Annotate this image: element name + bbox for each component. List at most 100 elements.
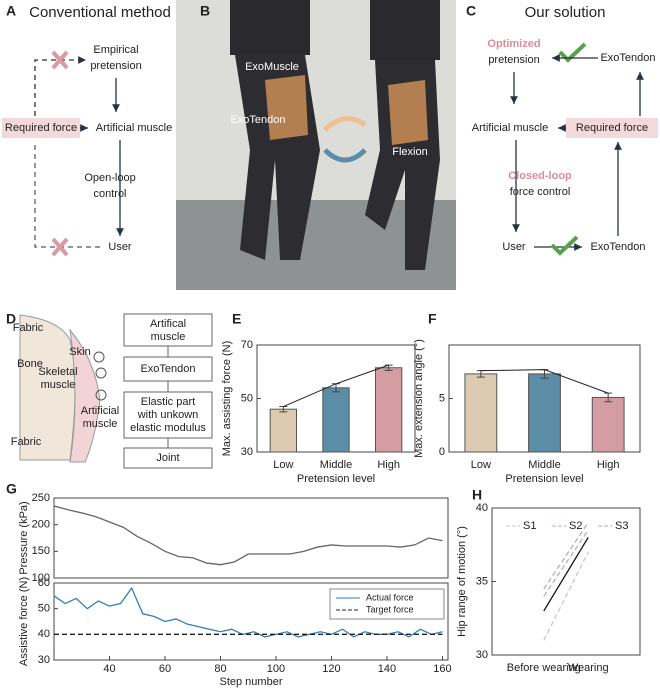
x-tick-label: 120 (322, 663, 340, 675)
y-tick-label: 40 (38, 628, 50, 640)
error-bar (384, 364, 393, 371)
node-label: Optimized (487, 38, 540, 50)
check (558, 42, 587, 63)
panel-letter: A (6, 3, 16, 19)
panel-letter: D (6, 311, 16, 327)
artificial-muscle (95, 389, 107, 401)
vest (230, 0, 310, 55)
panel-a: A Conventional method Empirical pretensi… (2, 3, 172, 257)
series-line (543, 537, 589, 612)
node-label: Artificial muscle (96, 122, 172, 134)
y-tick-label: 70 (241, 339, 253, 351)
y-tick-label: 100 (32, 572, 50, 584)
y-tick-label: 30 (38, 654, 50, 666)
axis-frame (53, 582, 449, 661)
box-label: Artifical (150, 318, 186, 330)
legend-box (329, 588, 445, 620)
series-line (543, 529, 589, 597)
x-tick-label: Low (471, 459, 491, 471)
label: Skeletal (38, 366, 77, 378)
highlight (566, 118, 658, 138)
x-tick-label: Low (273, 459, 293, 471)
panel-letter: F (428, 311, 437, 327)
label: Flexion (392, 146, 427, 158)
panel-d: D Fabric Bone Skin Skeletal muscle Artif… (6, 311, 213, 469)
label: muscle (83, 418, 118, 430)
y-axis-label: Assistive force (N) (18, 577, 30, 666)
trend-line (283, 364, 389, 407)
node-label: Empirical (93, 44, 138, 56)
node-label: Closed-loop (508, 170, 572, 182)
label: Bone (17, 358, 43, 370)
muscle (69, 328, 101, 463)
panel-letter: G (6, 481, 17, 497)
y-tick-label: 5 (439, 392, 445, 404)
dashed-link (34, 56, 86, 116)
y-axis-label: Max. extension angle (°) (413, 339, 425, 458)
x-axis-label: Step number (220, 676, 283, 688)
x-tick-label: Before wearing (507, 662, 581, 674)
x-tick-label: Middle (528, 459, 560, 471)
node-label: Artificial muscle (472, 122, 548, 134)
node-label: pretension (488, 54, 539, 66)
artificial-muscle (93, 351, 105, 363)
motion-arrow (323, 116, 367, 132)
cross (51, 50, 69, 70)
x-tick-label: Middle (320, 459, 352, 471)
motion-arrow (323, 148, 367, 163)
box-label: elastic modulus (130, 422, 206, 434)
bar (322, 387, 350, 453)
series-line (543, 551, 589, 641)
x-axis-label: Pretension level (505, 473, 583, 485)
node-label: control (93, 188, 126, 200)
vest (370, 0, 440, 60)
exomuscle (388, 80, 428, 145)
check (550, 235, 579, 256)
box-label: Elastic part (141, 396, 195, 408)
x-tick-label: 160 (433, 663, 451, 675)
panel-letter: B (200, 3, 210, 19)
node-label: User (502, 241, 526, 253)
panel-letter: C (466, 3, 476, 19)
exomuscle (265, 75, 308, 140)
x-tick-label: 140 (378, 663, 396, 675)
x-tick-label: 40 (103, 663, 115, 675)
artificial-muscle (95, 367, 107, 379)
axis-frame (53, 497, 449, 579)
bar (269, 408, 297, 453)
highlight (2, 118, 80, 138)
bar (464, 373, 498, 453)
label: ExoTendon (230, 114, 285, 126)
label: ExoMuscle (245, 61, 299, 73)
bar (375, 367, 403, 453)
y-axis-label: Max. assisting force (N) (221, 341, 233, 457)
label: muscle (41, 379, 76, 391)
label: Artificial (81, 405, 120, 417)
box-label: muscle (151, 331, 186, 343)
legend-label: S3 (615, 520, 628, 532)
y-axis-label: Hip range of motion (°) (456, 526, 468, 637)
panel-letter: H (472, 487, 482, 503)
box-label: ExoTendon (140, 363, 195, 375)
panel-b: B ExoMuscle ExoTendon Flexion (176, 0, 456, 290)
node-label: User (108, 241, 132, 253)
y-tick-label: 250 (32, 492, 50, 504)
node-label: pretension (90, 60, 141, 72)
label: Fabric (11, 436, 42, 448)
legend-label: S2 (569, 520, 582, 532)
dashed-link (34, 142, 100, 248)
y-tick-label: 50 (241, 392, 253, 404)
bar (591, 396, 625, 453)
node-label: ExoTendon (600, 52, 655, 64)
y-tick-label: 60 (38, 577, 50, 589)
box (123, 313, 213, 347)
x-tick-label: 60 (159, 663, 171, 675)
series-line (53, 505, 443, 566)
y-tick-label: 35 (476, 575, 488, 587)
box-label: Joint (156, 452, 179, 464)
box (123, 391, 213, 439)
cross (51, 237, 69, 257)
panel-c: C Our solution Optimized pretension ExoT… (466, 3, 658, 256)
y-tick-label: 30 (241, 446, 253, 458)
x-tick-label: High (377, 459, 400, 471)
